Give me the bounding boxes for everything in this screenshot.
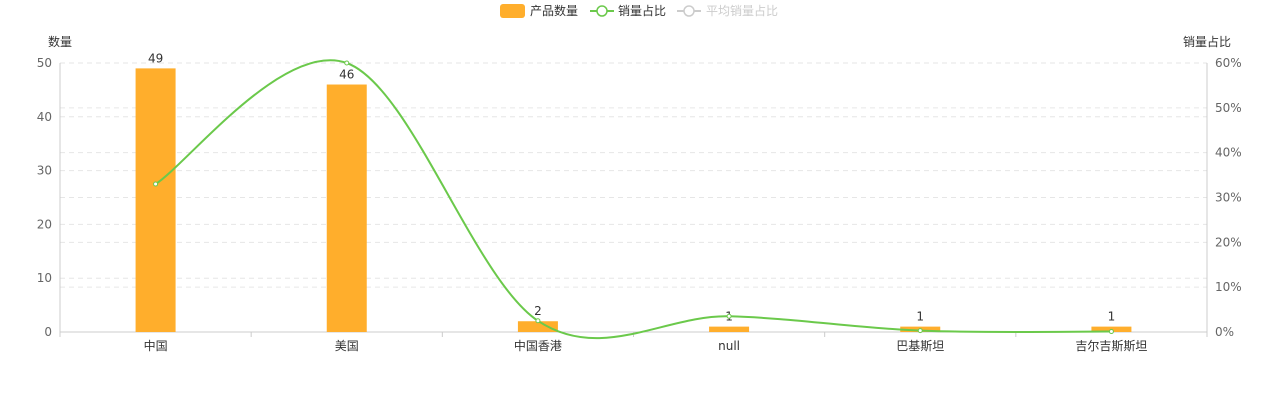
y-right-tick-label: 0% <box>1215 325 1234 339</box>
legend-label: 产品数量 <box>530 3 578 18</box>
line-point-中国[interactable] <box>153 181 159 187</box>
legend: 产品数量 销量占比 平均销量占比 <box>500 3 778 18</box>
x-category-label: null <box>718 339 740 353</box>
bar-中国[interactable] <box>135 68 176 332</box>
legend-circle-marker-icon <box>596 5 608 17</box>
line-series-销量占比[interactable] <box>155 59 1112 340</box>
bar-value-label: 2 <box>534 304 542 318</box>
x-category-label: 美国 <box>335 339 359 353</box>
y-left-tick-label: 40 <box>37 110 52 124</box>
y-right-tick-label: 40% <box>1215 146 1242 160</box>
y-left-tick-label: 50 <box>37 56 52 70</box>
bar-美国[interactable] <box>326 84 367 333</box>
bar-null[interactable] <box>709 326 750 332</box>
bar-value-label: 1 <box>916 310 924 324</box>
x-category-label: 中国 <box>144 338 168 353</box>
legend-circle-marker-icon <box>683 5 695 17</box>
grid-lines <box>60 62 1207 288</box>
legend-label: 平均销量占比 <box>706 3 778 18</box>
line-point-null[interactable] <box>726 313 732 319</box>
y-left-tick-label: 20 <box>37 217 52 231</box>
line-point-美国[interactable] <box>344 60 350 66</box>
y-left-tick-label: 30 <box>37 164 52 178</box>
bar-value-label: 1 <box>1108 310 1116 324</box>
bar-value-label: 46 <box>339 68 354 82</box>
y-right-tick-label: 10% <box>1215 280 1242 294</box>
y-left-tick-label: 10 <box>37 271 52 285</box>
y-right-tick-label: 60% <box>1215 56 1242 70</box>
legend-label: 销量占比 <box>618 3 666 18</box>
legend-bar-marker-icon <box>500 4 525 18</box>
x-category-label: 巴基斯坦 <box>896 339 944 353</box>
y-right-tick-label: 20% <box>1215 235 1242 249</box>
line-point-中国香港[interactable] <box>535 318 541 324</box>
y-right-tick-label: 50% <box>1215 101 1242 115</box>
y-left-tick-label: 0 <box>44 325 52 339</box>
legend-item-产品数量[interactable]: 产品数量 <box>500 3 578 18</box>
y-right-tick-label: 30% <box>1215 191 1242 205</box>
x-category-label: 吉尔吉斯斯坦 <box>1075 338 1147 353</box>
y-right-axis-name: 销量占比 <box>1183 34 1231 49</box>
y-left-axis-name: 数量 <box>48 34 72 49</box>
bar-中国香港[interactable] <box>517 321 558 332</box>
legend-item-平均销量占比[interactable]: 平均销量占比 <box>677 3 778 18</box>
line-point-巴基斯坦[interactable] <box>917 328 923 334</box>
x-category-label: 中国香港 <box>514 338 562 353</box>
line-point-吉尔吉斯斯坦[interactable] <box>1108 329 1114 335</box>
legend-item-销量占比[interactable]: 销量占比 <box>590 3 666 18</box>
bar-value-label: 49 <box>148 51 163 65</box>
